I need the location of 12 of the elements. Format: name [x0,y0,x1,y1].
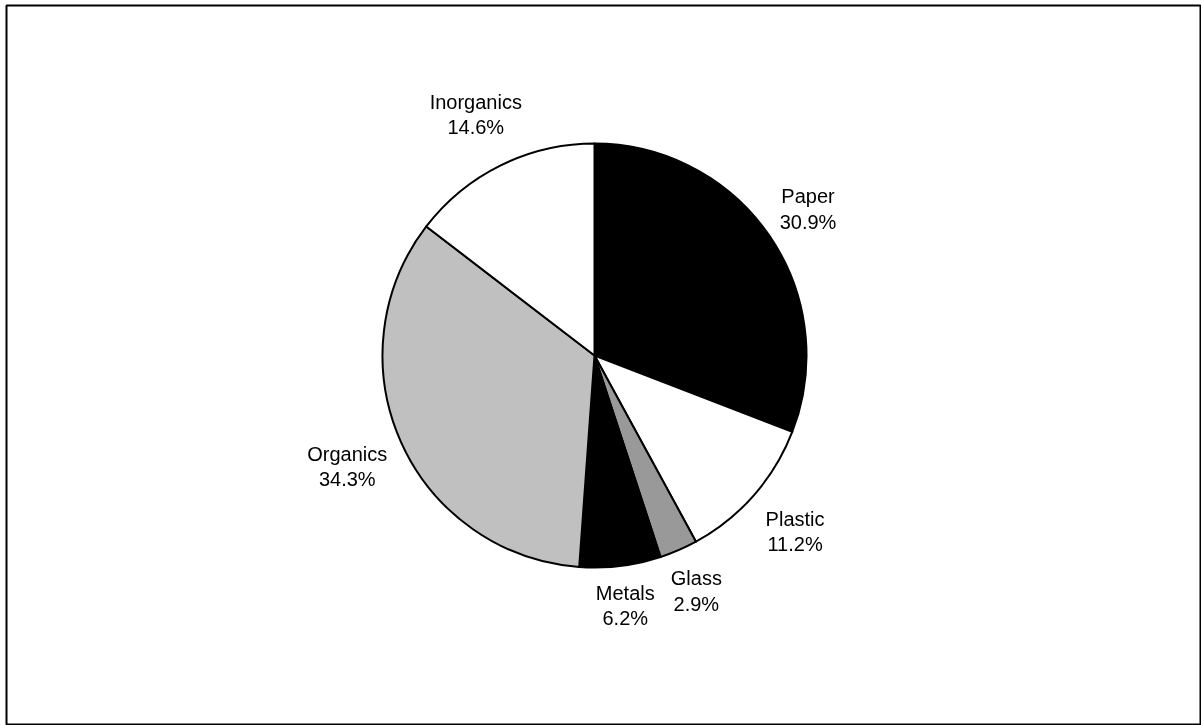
data-label: 6.2% [602,607,649,630]
slice-label: Paper [781,185,836,208]
slice-label: Inorganics [429,91,522,114]
data-label: 14.6% [447,116,505,139]
data-label: 34.3% [318,468,376,491]
slice-label: Metals [595,582,655,605]
data-label: 30.9% [779,210,837,233]
data-label: 11.2% [767,533,823,556]
data-label: 2.9% [673,592,720,615]
slice-label: Glass [670,567,722,590]
slice-label: Plastic [765,507,825,530]
slice-label: Organics [307,442,388,465]
